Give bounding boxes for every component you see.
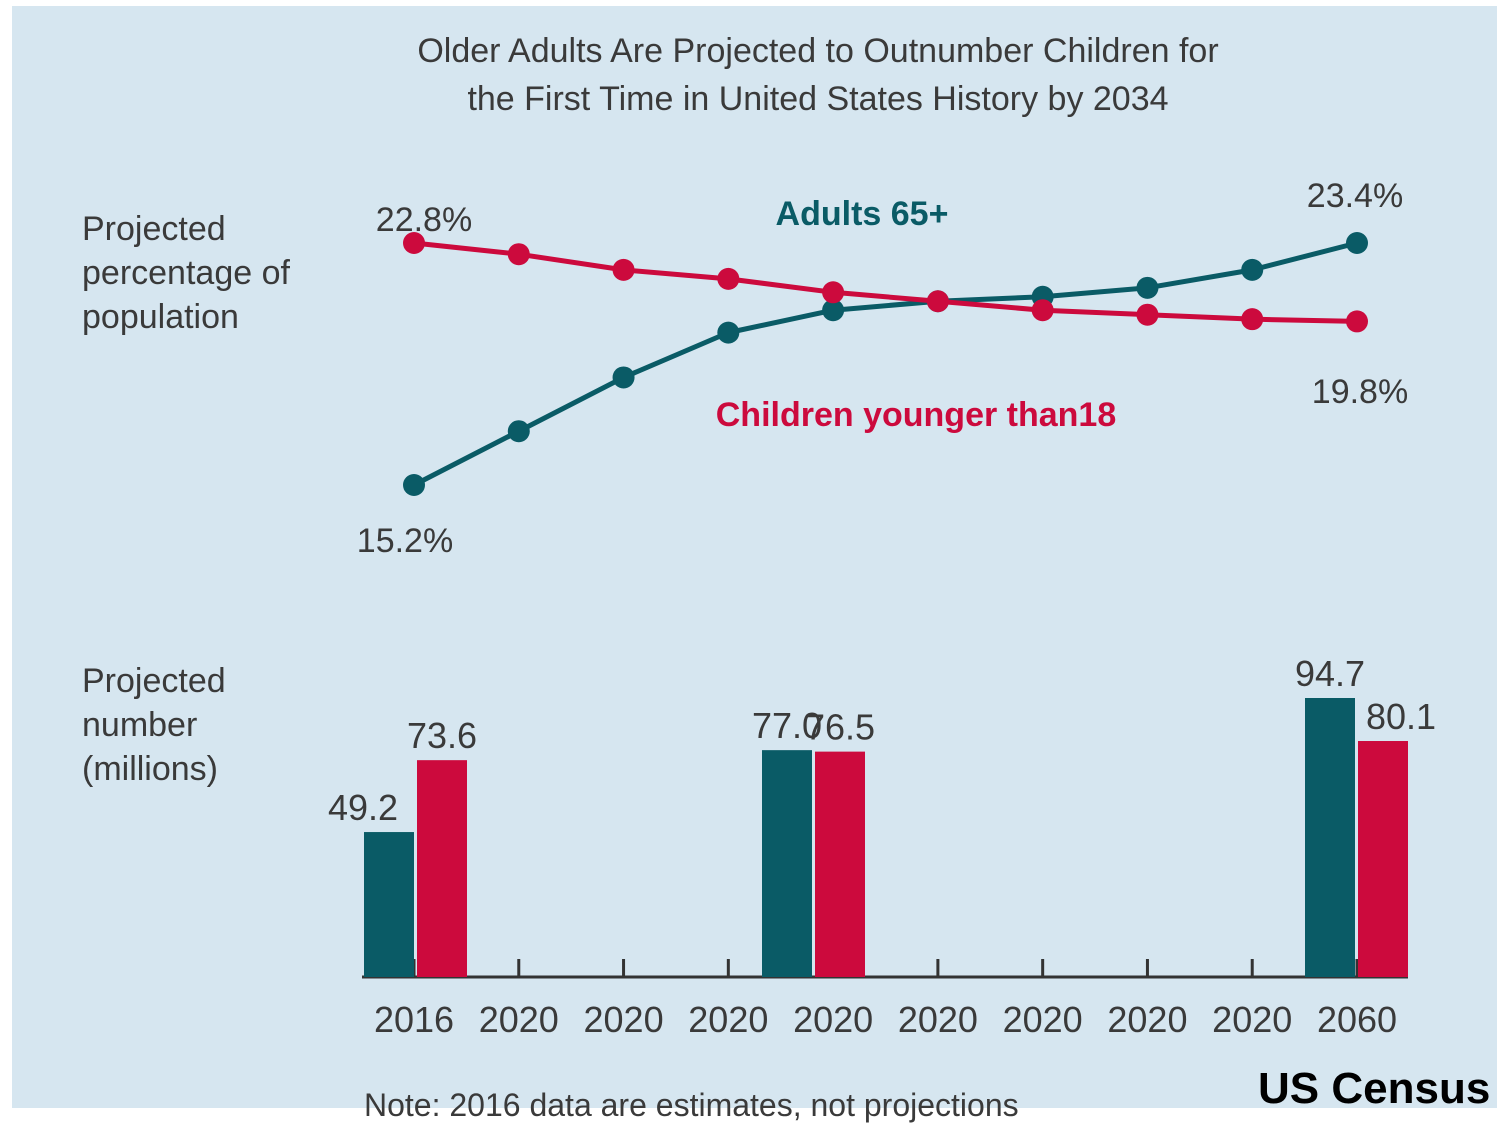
children-first-value-label: 22.8%	[376, 201, 472, 239]
bar-children-value-label-0: 73.6	[407, 715, 477, 756]
adults-first-value-label: 15.2%	[357, 522, 453, 560]
adults-point-7	[1136, 276, 1159, 299]
bar-children-1	[815, 751, 865, 977]
adults-point-2	[612, 366, 635, 389]
x-tick-label-2: 2020	[584, 999, 664, 1040]
bar-adults-value-label-2: 94.7	[1295, 653, 1365, 694]
adults-point-0	[403, 474, 425, 496]
children-point-8	[1241, 308, 1264, 331]
series-label-adults: Adults 65+	[776, 195, 949, 233]
children-point-6	[1031, 299, 1054, 322]
x-tick-label-1: 2020	[479, 999, 559, 1040]
chart-title-line-1: Older Adults Are Projected to Outnumber …	[417, 32, 1218, 70]
bar-children-value-label-1: 76.5	[805, 707, 875, 748]
bar-adults-1	[762, 750, 812, 977]
children-point-1	[507, 243, 530, 266]
bar-ylabel-line-1: Projected	[82, 662, 226, 700]
adults-point-9	[1346, 232, 1368, 254]
children-last-value-label: 19.8%	[1312, 373, 1408, 411]
x-tick-label-3: 2020	[688, 999, 768, 1040]
bar-children-value-label-2: 80.1	[1366, 696, 1436, 737]
x-tick-label-5: 2020	[898, 999, 978, 1040]
adults-point-1	[507, 420, 530, 443]
x-tick-label-9: 2060	[1317, 999, 1397, 1040]
bar-chart-layer: 2016 2020 2020 2020 2020 2020 2020 2020 2020 2060…	[328, 653, 1436, 1040]
x-tick-label-6: 2020	[1003, 999, 1083, 1040]
bar-ylabel-line-3: (millions)	[82, 750, 218, 788]
bar-adults-value-label-0: 49.2	[328, 787, 398, 828]
x-tick-label-0: 2016	[374, 999, 454, 1040]
chart-title-line-2: the First Time in United States History …	[467, 80, 1168, 118]
adults-last-value-label: 23.4%	[1307, 177, 1403, 215]
chart-panel	[12, 6, 1497, 1108]
adults-series-line	[412, 240, 1358, 488]
children-point-3	[717, 267, 740, 290]
children-series-line	[413, 240, 1358, 324]
series-label-children: Children younger than18	[716, 396, 1117, 434]
adults-point-8	[1241, 258, 1264, 281]
bar-ylabel-line-2: number	[82, 706, 197, 744]
children-point-4	[822, 281, 845, 304]
adults-point-3	[717, 321, 740, 344]
line-ylabel-line-3: population	[82, 298, 239, 336]
children-point-7	[1136, 303, 1159, 326]
children-point-2	[612, 258, 635, 281]
children-point-9	[1346, 310, 1368, 333]
source-label: US Census	[1258, 1064, 1491, 1113]
bar-adults-2	[1305, 698, 1355, 977]
line-chart-layer	[403, 232, 1368, 496]
bar-children-2	[1358, 741, 1408, 977]
x-tick-label-4: 2020	[793, 999, 873, 1040]
x-tick-label-8: 2020	[1212, 999, 1292, 1040]
bar-children-0	[417, 760, 467, 977]
children-point-0	[403, 232, 425, 254]
chart-note: Note: 2016 data are estimates, not proje…	[364, 1087, 1019, 1123]
line-ylabel-line-2: percentage of	[82, 254, 290, 292]
line-ylabel-line-1: Projected	[82, 210, 226, 248]
bar-adults-0	[364, 832, 414, 977]
adults-point-4	[822, 299, 845, 322]
x-tick-label-7: 2020	[1107, 999, 1187, 1040]
children-point-5	[926, 290, 949, 313]
bar-adults-value-label-1: 77.0	[752, 705, 822, 746]
